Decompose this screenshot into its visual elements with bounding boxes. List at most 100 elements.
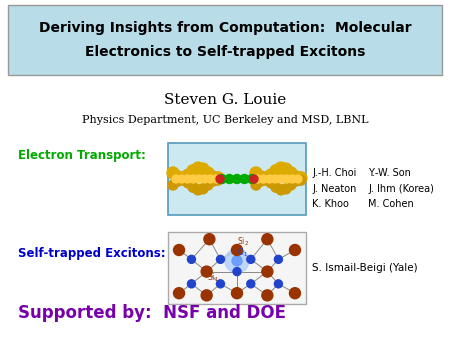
Circle shape: [262, 234, 273, 245]
Circle shape: [207, 171, 219, 183]
Circle shape: [240, 174, 249, 184]
Circle shape: [261, 175, 271, 185]
Circle shape: [266, 175, 274, 183]
Circle shape: [290, 171, 302, 183]
Circle shape: [177, 172, 189, 184]
Circle shape: [233, 268, 241, 275]
Circle shape: [289, 244, 301, 256]
Circle shape: [255, 171, 267, 183]
Circle shape: [174, 288, 184, 299]
Circle shape: [182, 169, 194, 181]
Circle shape: [250, 175, 258, 183]
Circle shape: [271, 182, 281, 192]
Circle shape: [183, 178, 193, 188]
Circle shape: [251, 180, 261, 190]
Circle shape: [274, 280, 283, 288]
Circle shape: [281, 184, 291, 194]
Circle shape: [204, 234, 215, 245]
Circle shape: [208, 176, 218, 186]
Circle shape: [195, 175, 203, 183]
Circle shape: [201, 266, 212, 277]
Text: O$_1$: O$_1$: [237, 247, 248, 259]
Circle shape: [276, 185, 286, 195]
Text: Physics Department, UC Berkeley and MSD, LBNL: Physics Department, UC Berkeley and MSD,…: [82, 115, 368, 125]
Text: Electron Transport:: Electron Transport:: [18, 148, 146, 162]
Text: Electronics to Self-trapped Excitons: Electronics to Self-trapped Excitons: [85, 45, 365, 59]
Text: J.-H. Choi
J. Neaton
K. Khoo: J.-H. Choi J. Neaton K. Khoo: [312, 168, 356, 209]
Circle shape: [217, 174, 226, 184]
Circle shape: [187, 165, 199, 177]
Bar: [168, 143, 306, 215]
Circle shape: [254, 175, 262, 183]
Circle shape: [172, 171, 184, 183]
Circle shape: [262, 266, 273, 277]
Circle shape: [198, 184, 208, 194]
Circle shape: [212, 172, 224, 184]
Circle shape: [188, 280, 195, 288]
Circle shape: [206, 175, 214, 183]
Circle shape: [225, 174, 234, 184]
Circle shape: [294, 175, 302, 183]
Circle shape: [231, 288, 243, 299]
Circle shape: [213, 175, 223, 185]
Circle shape: [188, 256, 195, 263]
Circle shape: [225, 249, 249, 273]
Circle shape: [270, 165, 282, 177]
Circle shape: [247, 256, 255, 263]
Text: S. Ismail-Beigi (Yale): S. Ismail-Beigi (Yale): [312, 263, 418, 273]
Circle shape: [174, 244, 184, 256]
Circle shape: [197, 163, 209, 175]
Circle shape: [256, 176, 266, 186]
Circle shape: [289, 288, 301, 299]
Circle shape: [286, 180, 296, 190]
Circle shape: [265, 169, 277, 181]
Circle shape: [178, 175, 186, 183]
Circle shape: [193, 185, 203, 195]
Circle shape: [274, 256, 283, 263]
Circle shape: [291, 176, 301, 186]
Circle shape: [216, 175, 224, 183]
Circle shape: [184, 175, 191, 183]
Circle shape: [173, 176, 183, 186]
Circle shape: [296, 175, 306, 185]
Circle shape: [201, 290, 212, 301]
Circle shape: [189, 175, 197, 183]
Circle shape: [283, 175, 291, 183]
Circle shape: [231, 244, 243, 256]
Circle shape: [201, 175, 208, 183]
Circle shape: [260, 172, 272, 184]
Circle shape: [203, 180, 213, 190]
Circle shape: [271, 175, 279, 183]
Circle shape: [172, 175, 180, 183]
Circle shape: [216, 280, 225, 288]
Circle shape: [167, 167, 179, 179]
Text: Y.-W. Son
J. Ihm (Korea)
M. Cohen: Y.-W. Son J. Ihm (Korea) M. Cohen: [368, 168, 434, 209]
Circle shape: [248, 174, 256, 184]
Circle shape: [285, 167, 297, 179]
Circle shape: [295, 172, 307, 184]
Circle shape: [247, 280, 255, 288]
Text: Steven G. Louie: Steven G. Louie: [164, 93, 286, 107]
Text: Si$_2$: Si$_2$: [237, 236, 249, 248]
Circle shape: [168, 180, 178, 190]
Circle shape: [202, 167, 214, 179]
Circle shape: [232, 256, 242, 266]
Text: Supported by:  NSF and DOE: Supported by: NSF and DOE: [18, 304, 286, 322]
Circle shape: [266, 178, 276, 188]
Bar: [8, 5, 442, 75]
Circle shape: [188, 182, 198, 192]
Circle shape: [192, 162, 204, 174]
Bar: [168, 232, 306, 304]
Circle shape: [216, 256, 225, 263]
Circle shape: [277, 175, 285, 183]
Text: Self-trapped Excitons:: Self-trapped Excitons:: [18, 246, 166, 260]
Circle shape: [260, 175, 268, 183]
Circle shape: [178, 175, 188, 185]
Text: Si$_1$: Si$_1$: [207, 272, 219, 285]
Circle shape: [288, 175, 296, 183]
Circle shape: [250, 167, 262, 179]
Circle shape: [275, 162, 287, 174]
Circle shape: [212, 175, 220, 183]
Circle shape: [262, 290, 273, 301]
Circle shape: [233, 174, 242, 184]
